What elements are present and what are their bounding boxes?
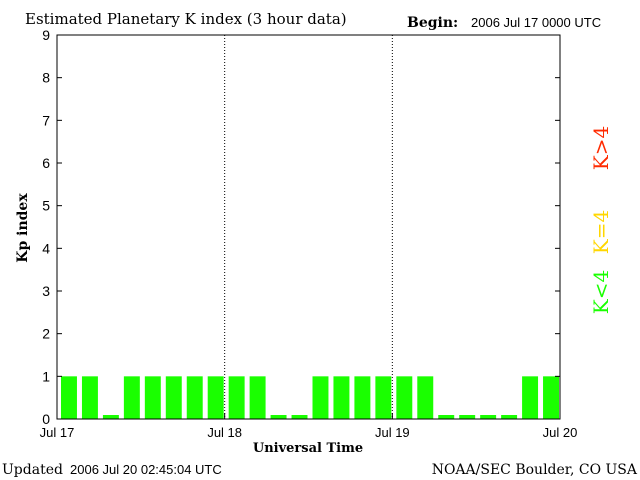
begin-value: 2006 Jul 17 0000 UTC — [471, 15, 601, 30]
y-tick-label: 4 — [42, 240, 50, 256]
begin-label: Begin: — [407, 15, 458, 31]
x-tick-label: Jul 19 — [375, 425, 410, 440]
x-tick-label: Jul 20 — [543, 425, 578, 440]
kp-bar — [81, 376, 98, 419]
kp-bar — [396, 376, 413, 419]
kp-bar — [438, 415, 455, 419]
updated-value: 2006 Jul 20 02:45:04 UTC — [70, 462, 222, 477]
source-credit: NOAA/SEC Boulder, CO USA — [432, 462, 638, 478]
x-tick-label: Jul 18 — [207, 425, 242, 440]
kp-bar — [165, 376, 182, 419]
kp-bar — [543, 376, 559, 419]
kp-bar — [207, 376, 224, 419]
plot-frame — [56, 34, 561, 420]
kp-bar — [123, 376, 140, 419]
kp-bar — [144, 376, 161, 419]
chart-title: Estimated Planetary K index (3 hour data… — [25, 10, 347, 28]
y-tick-label: 2 — [42, 326, 50, 342]
updated-label: Updated — [2, 462, 63, 478]
kp-bar — [249, 376, 266, 419]
y-tick-label: 8 — [42, 70, 50, 86]
kp-bar — [312, 376, 329, 419]
kp-bar — [354, 376, 371, 419]
y-tick-label: 9 — [42, 27, 50, 43]
kp-bar — [375, 376, 392, 419]
y-axis-label: Kp index — [15, 193, 31, 263]
y-tick-label: 7 — [42, 112, 50, 128]
legend-entry: K<4 — [589, 270, 613, 314]
kp-bar — [417, 376, 434, 419]
kp-bar — [228, 376, 245, 419]
kp-bar — [102, 415, 119, 419]
kp-bar — [333, 376, 350, 419]
kp-bar — [291, 415, 308, 419]
x-tick-label: Jul 17 — [40, 425, 75, 440]
kp-bar — [270, 415, 287, 419]
y-tick-label: 3 — [42, 283, 50, 299]
kp-bar — [186, 376, 203, 419]
y-tick-label: 1 — [42, 368, 50, 384]
kp-bar — [459, 415, 476, 419]
legend-entry: K=4 — [589, 210, 613, 254]
kp-bar — [480, 415, 497, 419]
kp-bar — [501, 415, 518, 419]
y-tick-label: 0 — [42, 411, 50, 427]
y-tick-label: 5 — [42, 198, 50, 214]
kp-bar — [61, 376, 77, 419]
x-axis-label: Universal Time — [253, 441, 363, 456]
kp-bar — [522, 376, 539, 419]
y-tick-label: 6 — [42, 155, 50, 171]
legend-entry: K>4 — [589, 126, 613, 170]
